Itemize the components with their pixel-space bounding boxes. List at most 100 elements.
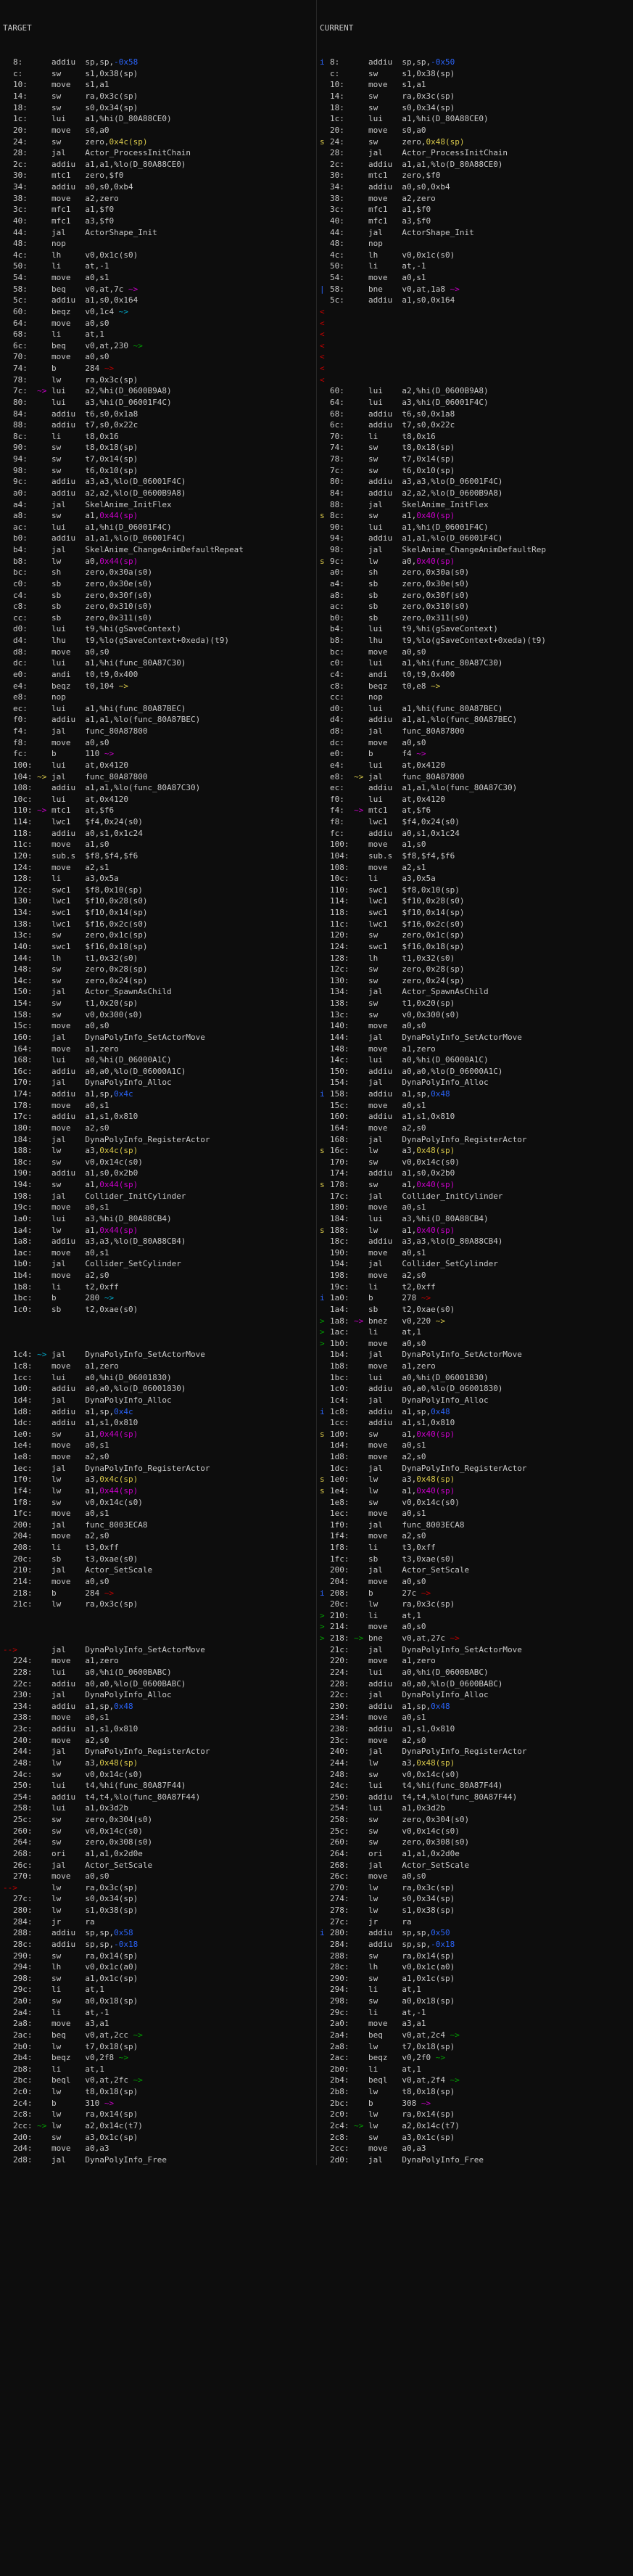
asm-line[interactable]: 15c: move a0,s0 — [0, 1020, 316, 1032]
asm-line[interactable]: 98: sw t6,0x10(sp) — [0, 465, 316, 477]
asm-line[interactable]: >210: li at,1 — [317, 1610, 633, 1622]
asm-line[interactable]: f8: move a0,s0 — [0, 737, 316, 749]
asm-line[interactable]: 1b4: move a2,s0 — [0, 1270, 316, 1281]
asm-line[interactable]: 20c: sb t3,0xae(s0) — [0, 1554, 316, 1565]
asm-line[interactable]: 16c: addiu a0,a0,%lo(D_06000A1C) — [0, 1066, 316, 1078]
asm-line[interactable]: 1e8: sw v0,0x14c(s0) — [317, 1497, 633, 1509]
asm-line[interactable]: 174: addiu a1,sp,0x4c — [0, 1088, 316, 1100]
asm-line[interactable]: d0: lui t9,%hi(gSaveContext) — [0, 623, 316, 635]
asm-line[interactable]: 1d0: addiu a0,a0,%lo(D_06001830) — [0, 1383, 316, 1395]
asm-line[interactable]: 134: jal Actor_SpawnAsChild — [317, 986, 633, 998]
asm-line[interactable]: 18c: addiu a3,a3,%lo(D_80A88CB4) — [317, 1236, 633, 1247]
asm-line[interactable]: 2bc: b 308 ~> — [317, 2098, 633, 2109]
asm-line[interactable]: 1ec: jal DynaPolyInfo_RegisterActor — [0, 1463, 316, 1474]
asm-line[interactable]: c4: sb zero,0x30f(s0) — [0, 590, 316, 602]
asm-line[interactable]: 200: jal Actor_SetScale — [317, 1564, 633, 1576]
asm-line[interactable]: cc: nop — [317, 692, 633, 703]
asm-line[interactable]: 9c: addiu a3,a3,%lo(D_06001F4C) — [0, 476, 316, 488]
asm-line[interactable]: 6c: addiu t7,s0,0x22c — [317, 419, 633, 431]
asm-line[interactable]: 94: sw t7,0x14(sp) — [0, 454, 316, 465]
asm-line[interactable]: 2a8: lw t7,0x18(sp) — [317, 2041, 633, 2053]
asm-line[interactable]: 120: sw zero,0x1c(sp) — [317, 930, 633, 941]
asm-line[interactable]: 50: li at,-1 — [0, 261, 316, 272]
asm-line[interactable]: 27c: jr ra — [317, 1916, 633, 1928]
asm-line[interactable]: b0: sb zero,0x311(s0) — [317, 612, 633, 624]
asm-line[interactable]: f4: ~> mtc1 at,$f6 — [317, 805, 633, 816]
asm-line[interactable]: a4: jal SkelAnime_InitFlex — [0, 499, 316, 511]
asm-line[interactable]: d8: jal func_80A87800 — [317, 726, 633, 737]
asm-line[interactable]: 250: lui t4,%hi(func_80A87F44) — [0, 1780, 316, 1792]
asm-line[interactable]: 264: sw zero,0x308(s0) — [0, 1837, 316, 1848]
asm-line[interactable]: i 1c8: addiu a1,sp,0x48 — [317, 1406, 633, 1418]
asm-line[interactable]: 2d0: sw a3,0x1c(sp) — [0, 2132, 316, 2144]
asm-line[interactable]: 40: mfc1 a3,$f0 — [317, 216, 633, 227]
asm-line[interactable]: c8: sb zero,0x310(s0) — [0, 601, 316, 612]
asm-line[interactable]: 164: move a2,s0 — [317, 1123, 633, 1134]
asm-line[interactable]: 148: sw zero,0x28(sp) — [0, 964, 316, 975]
asm-line[interactable]: 1e4: move a0,s1 — [0, 1440, 316, 1451]
asm-line[interactable]: b8: lhu t9,%lo(gSaveContext+0xeda)(t9) — [317, 635, 633, 647]
asm-line[interactable]: 38: move a2,zero — [0, 193, 316, 205]
asm-line[interactable]: 118: swc1 $f10,0x14(sp) — [317, 907, 633, 919]
asm-line[interactable]: 130: sw zero,0x24(sp) — [317, 975, 633, 987]
asm-line[interactable]: 1d8: addiu a1,sp,0x4c — [0, 1406, 316, 1418]
asm-line[interactable]: 248: lw a3,0x48(sp) — [0, 1757, 316, 1769]
asm-line[interactable]: 64: move a0,s0 — [0, 318, 316, 329]
asm-line[interactable]: 248: sw v0,0x14c(s0) — [317, 1769, 633, 1781]
asm-line[interactable]: 30: mtc1 zero,$f0 — [0, 170, 316, 181]
asm-line[interactable]: a0: addiu a2,a2,%lo(D_0600B9A8) — [0, 488, 316, 499]
asm-line[interactable]: 5c: addiu a1,s0,0x164 — [0, 295, 316, 306]
asm-line[interactable]: 80: lui a3,%hi(D_06001F4C) — [0, 397, 316, 409]
asm-line[interactable]: 1ec: move a0,s1 — [317, 1508, 633, 1519]
asm-line[interactable]: 1dc: jal DynaPolyInfo_RegisterActor — [317, 1463, 633, 1474]
asm-line[interactable]: 198: move a2,s0 — [317, 1270, 633, 1281]
asm-line[interactable]: 110: ~> mtc1 at,$f6 — [0, 805, 316, 816]
asm-line[interactable]: 144: jal DynaPolyInfo_SetActorMove — [317, 1032, 633, 1043]
asm-line[interactable]: 18c: sw v0,0x14c(s0) — [0, 1157, 316, 1168]
asm-line[interactable]: 54: move a0,s1 — [0, 272, 316, 284]
asm-line[interactable]: >1a8: ~> bnez v0,220 ~> — [317, 1316, 633, 1327]
asm-line[interactable]: 2a0: sw a0,0x18(sp) — [0, 1995, 316, 2007]
asm-line[interactable]: 7c: ~> lui a2,%hi(D_0600B9A8) — [0, 385, 316, 397]
asm-line[interactable]: < — [317, 306, 633, 318]
asm-line[interactable]: 2bc: beql v0,at,2fc ~> — [0, 2075, 316, 2086]
asm-line[interactable]: i 158: addiu a1,sp,0x48 — [317, 1088, 633, 1100]
asm-line[interactable]: 25c: sw v0,0x14c(s0) — [317, 1826, 633, 1837]
asm-line[interactable]: ec: lui a1,%hi(func_80A87BEC) — [0, 703, 316, 715]
asm-line[interactable] — [0, 1326, 316, 1338]
asm-line[interactable]: 110: swc1 $f8,0x10(sp) — [317, 885, 633, 896]
asm-line[interactable]: 48: nop — [0, 238, 316, 250]
asm-line[interactable]: 284: addiu sp,sp,-0x18 — [317, 1939, 633, 1951]
asm-line[interactable]: 254: lui a1,0x3d2b — [317, 1802, 633, 1814]
asm-line[interactable]: 280: lw s1,0x38(sp) — [0, 1905, 316, 1916]
asm-line[interactable]: 218: b 284 ~> — [0, 1588, 316, 1599]
asm-line[interactable]: a4: sb zero,0x30e(s0) — [317, 578, 633, 590]
asm-line[interactable]: s 1e0: lw a3,0x48(sp) — [317, 1474, 633, 1485]
asm-line[interactable]: 60: beqz v0,1c4 ~> — [0, 306, 316, 318]
asm-line[interactable]: a0: sh zero,0x30a(s0) — [317, 567, 633, 578]
asm-line[interactable]: 24: sw zero,0x4c(sp) — [0, 136, 316, 148]
asm-line[interactable]: 1a4: lw a1,0x44(sp) — [0, 1225, 316, 1236]
asm-line[interactable]: s 1e4: lw a1,0x40(sp) — [317, 1485, 633, 1497]
asm-line[interactable]: 28c: addiu sp,sp,-0x18 — [0, 1939, 316, 1951]
asm-line[interactable]: 44: jal ActorShape_Init — [317, 227, 633, 239]
asm-line[interactable]: c8: beqz t0,e8 ~> — [317, 681, 633, 692]
asm-line[interactable]: 14: sw ra,0x3c(sp) — [317, 91, 633, 102]
asm-line[interactable]: 180: move a0,s1 — [317, 1202, 633, 1213]
asm-line[interactable]: 128: li a3,0x5a — [0, 873, 316, 885]
current-column[interactable]: CURRENT i 8: addiu sp,sp,-0x50 c: sw s1,0… — [316, 0, 633, 2166]
asm-line[interactable]: 5c: addiu a1,s0,0x164 — [317, 295, 633, 306]
asm-line[interactable]: 150: jal Actor_SpawnAsChild — [0, 986, 316, 998]
asm-line[interactable]: f0: addiu a1,a1,%lo(func_80A87BEC) — [0, 714, 316, 726]
asm-line[interactable]: e4: beqz t0,104 ~> — [0, 681, 316, 692]
asm-line[interactable]: 3c: mfc1 a1,$f0 — [0, 204, 316, 216]
asm-line[interactable]: 17c: jal Collider_InitCylinder — [317, 1191, 633, 1202]
asm-line[interactable]: 138: lwc1 $f16,0x2c(s0) — [0, 919, 316, 930]
asm-line[interactable]: < — [317, 340, 633, 352]
asm-line[interactable]: ac: lui a1,%hi(D_06001F4C) — [0, 522, 316, 533]
asm-line[interactable]: 138: sw t1,0x20(sp) — [317, 998, 633, 1009]
asm-line[interactable]: e0: andi t0,t9,0x400 — [0, 669, 316, 681]
asm-line[interactable]: 298: sw a0,0x18(sp) — [317, 1995, 633, 2007]
asm-line[interactable]: 264: ori a1,a1,0x2d0e — [317, 1848, 633, 1860]
asm-line[interactable]: 1d4: move a0,s1 — [317, 1440, 633, 1451]
